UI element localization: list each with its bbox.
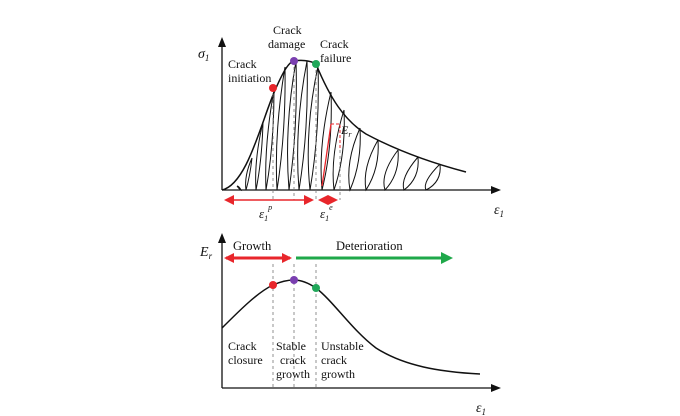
er-damage-point [290,276,298,284]
crack-damage-point [290,57,298,65]
stage-crack-closure-2: closure [228,353,263,367]
stage-unstable-2: crack [321,353,347,367]
crack-initiation-label-1: Crack [228,57,257,71]
stage-stable-1: Stable [276,339,306,353]
er-initiation-point [269,281,277,289]
stage-unstable-1: Unstable [321,339,364,353]
top-panel: σ1 ε1 Crack initiation Crack damage Crac… [198,23,504,223]
deterioration-label: Deterioration [336,239,403,253]
crack-failure-label-2: failure [320,51,351,65]
plastic-strain-label: ε1p [259,203,272,223]
stress-strain-envelope [221,59,467,191]
er-failure-point [312,284,320,292]
crack-failure-label-1: Crack [320,37,349,51]
stage-unstable-3: growth [321,367,355,381]
crack-initiation-label-2: initiation [228,71,271,85]
bottom-x-axis-label: ε1 [476,401,486,416]
crack-damage-label-1: Crack [273,23,302,37]
top-y-axis-label: σ1 [198,47,209,63]
stage-stable-2: crack [280,353,306,367]
elastic-strain-label: ε1e [320,203,333,223]
stage-crack-closure-1: Crack [228,339,257,353]
top-x-axis-label: ε1 [494,203,504,219]
crack-initiation-point [269,84,277,92]
crack-damage-label-2: damage [268,37,305,51]
bottom-y-axis-label: Er [199,245,213,261]
stage-stable-3: growth [276,367,310,381]
bottom-panel: Er ε1 Growth Deterioration Crack closure… [199,233,501,416]
growth-label: Growth [233,239,272,253]
hysteresis-loops [236,60,441,192]
top-stage-lines [272,61,341,200]
crack-failure-point [312,60,320,68]
er-tangent-marker [321,123,341,187]
er-label: Er [340,123,352,139]
